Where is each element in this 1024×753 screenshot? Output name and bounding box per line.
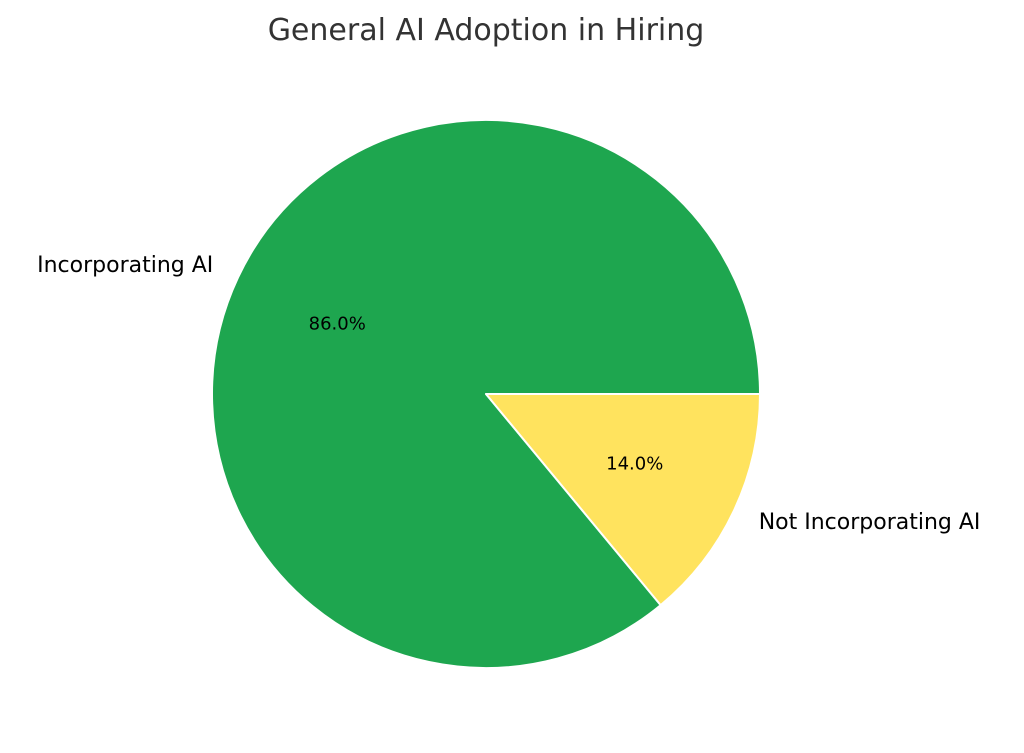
pie-labels: Incorporating AI 86.0% Not Incorporating A… [37, 253, 980, 535]
slice-percent-not-incorporating-ai: 14.0% [606, 453, 663, 474]
chart-title: General AI Adoption in Hiring [268, 13, 705, 48]
slice-label-not-incorporating-ai: Not Incorporating AI [759, 510, 981, 535]
pie-slice-not-incorporating-ai [485, 393, 761, 607]
slice-percent-incorporating-ai: 86.0% [309, 314, 366, 335]
slice-label-incorporating-ai: Incorporating AI [37, 253, 213, 278]
pie-slices [211, 119, 761, 669]
